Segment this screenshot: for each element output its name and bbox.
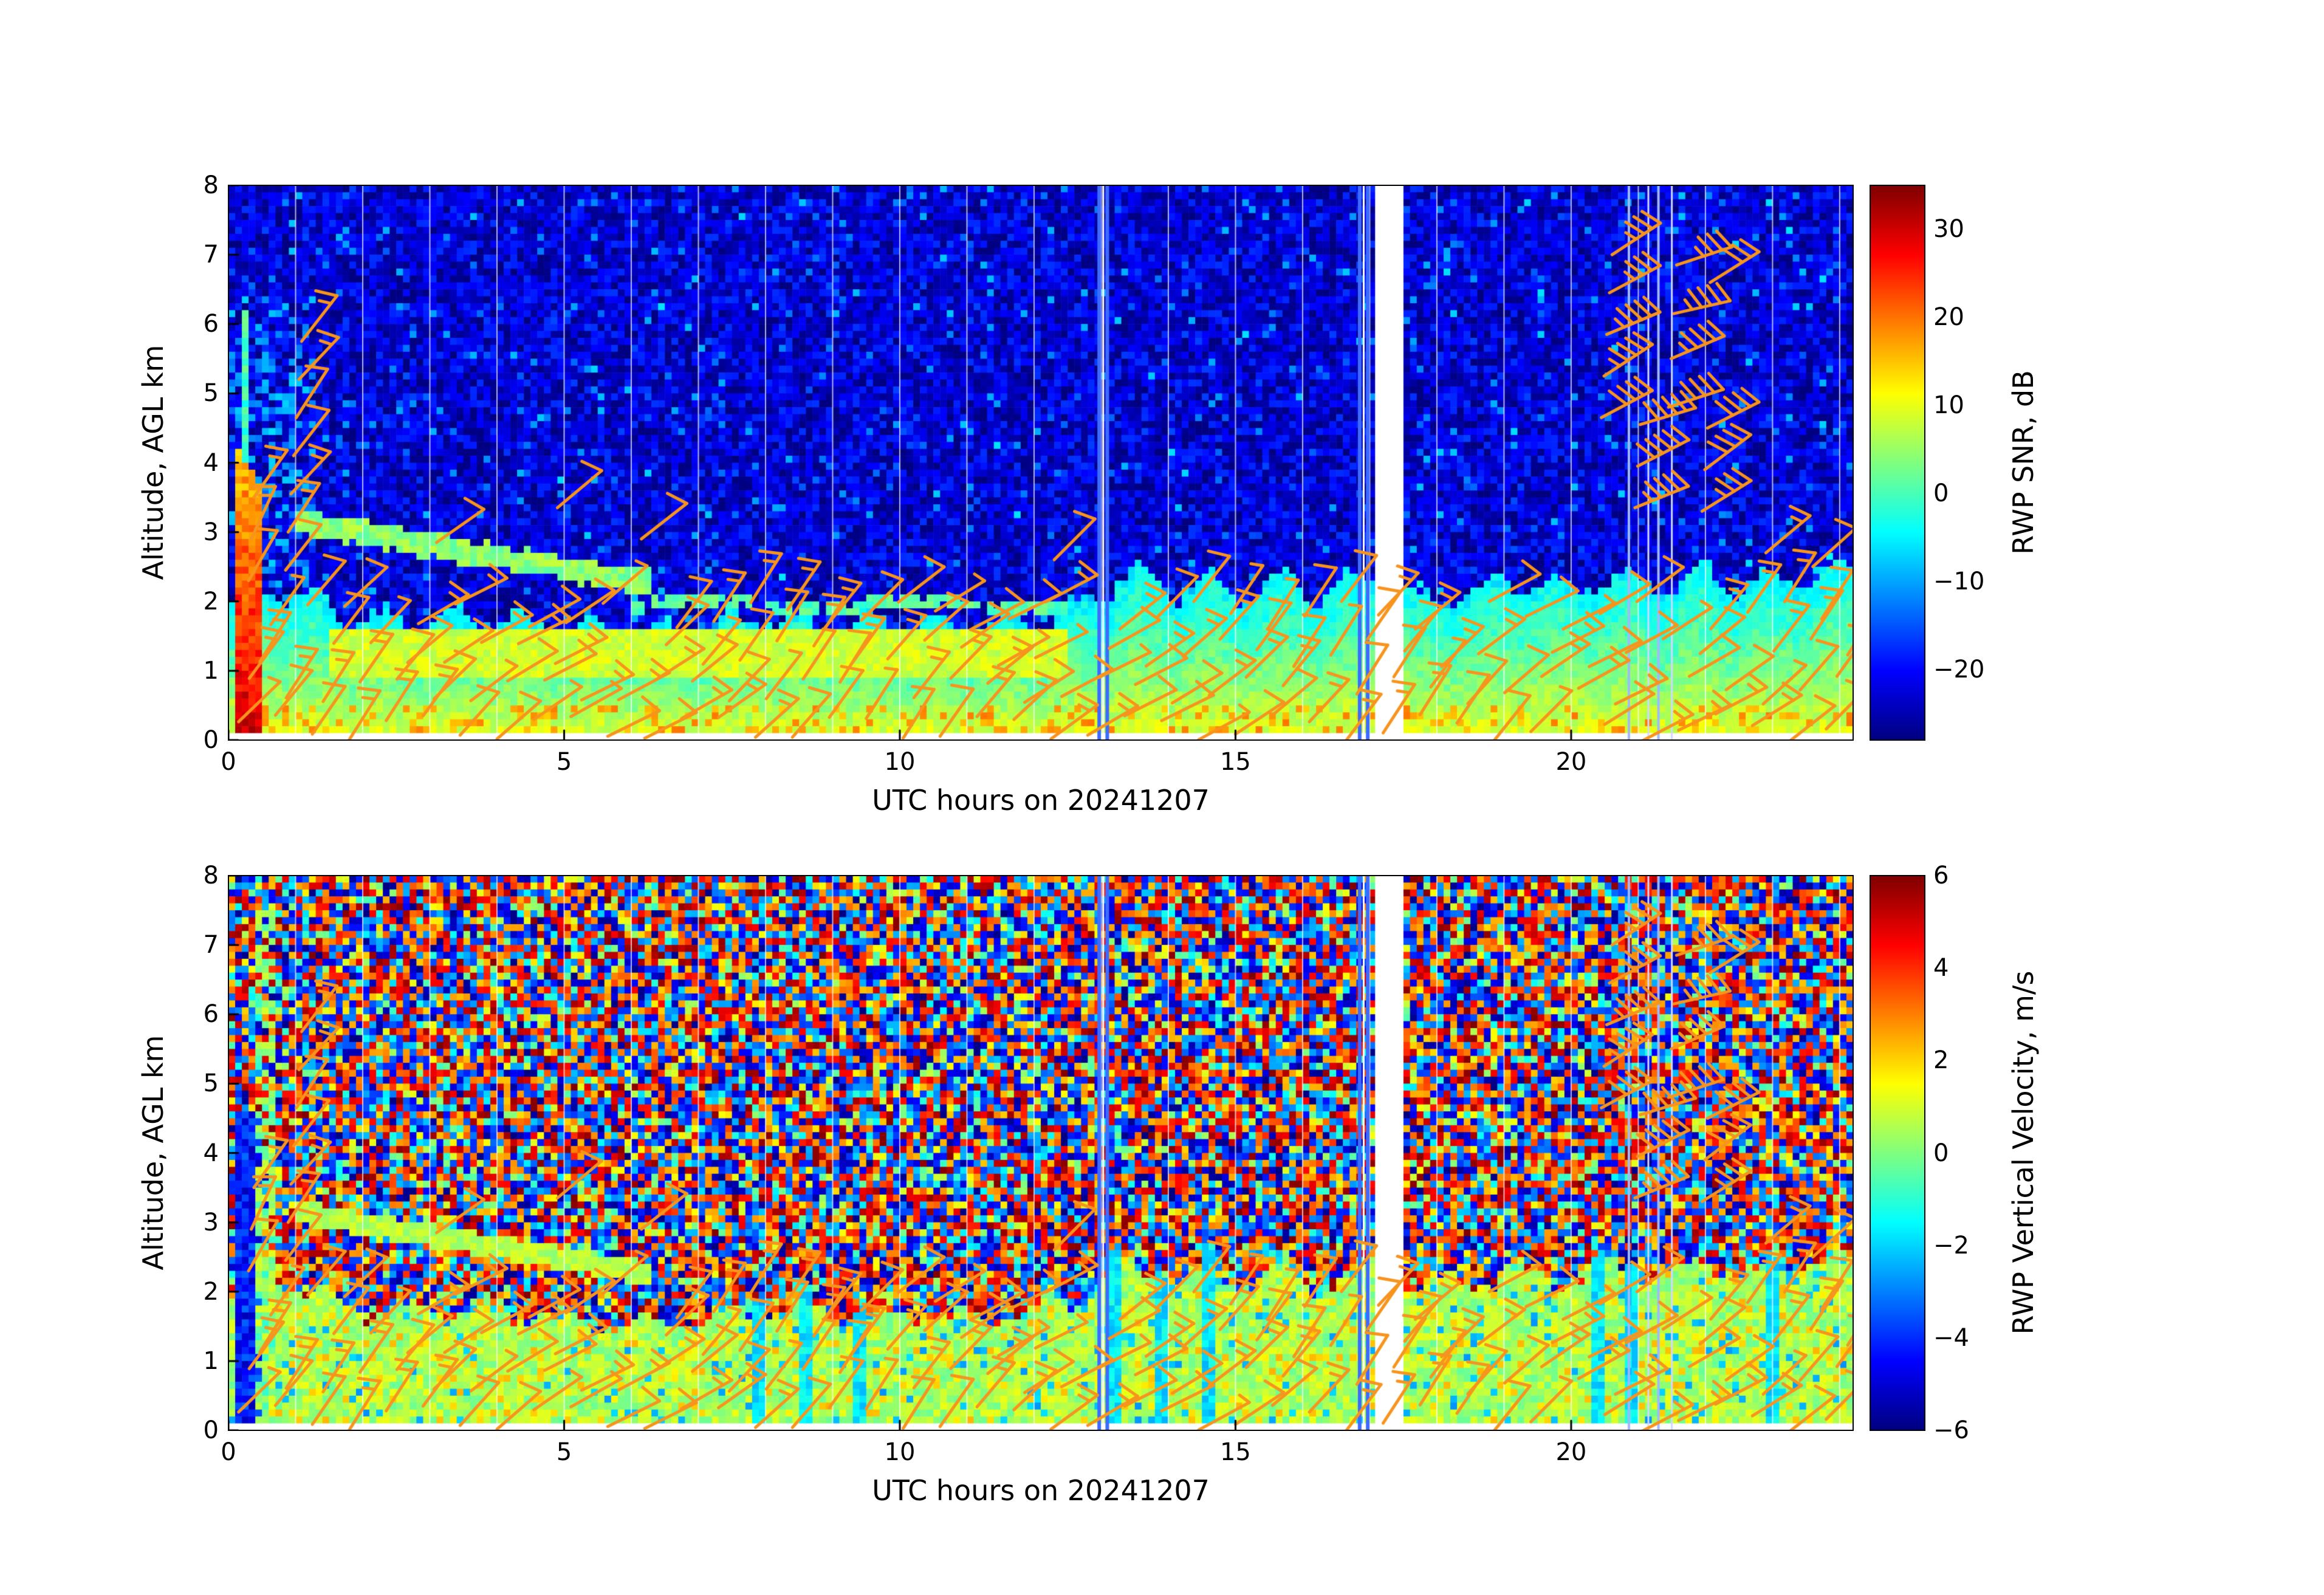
x-axis-label-velocity: UTC hours on 20241207 [872, 1474, 1210, 1507]
y-tick-label: 8 [203, 862, 219, 890]
y-tick-label: 7 [203, 931, 219, 959]
y-tick-label: 1 [203, 656, 219, 685]
colorbar-tick-label: 0 [1933, 1139, 1949, 1167]
y-tick-label: 0 [203, 1416, 219, 1444]
snr-colorbar [1870, 185, 1925, 741]
velocity-heatmap-canvas [228, 875, 1854, 1431]
colorbar-tick-label: 30 [1933, 215, 1964, 244]
colorbar-tick-label: −6 [1933, 1416, 1969, 1444]
y-axis-label-velocity: Altitude, AGL km [137, 1035, 170, 1271]
colorbar-tick-label: 4 [1933, 954, 1949, 983]
y-tick-label: 6 [203, 1000, 219, 1029]
snr-heatmap-canvas [228, 185, 1854, 741]
y-tick-label: 6 [203, 310, 219, 338]
y-tick-label: 5 [203, 1069, 219, 1098]
colorbar-tick-label: 0 [1933, 479, 1949, 508]
velocity-colorbar-label: RWP Vertical Velocity, m/s [2007, 970, 2040, 1335]
x-tick-label: 5 [556, 748, 572, 776]
y-tick-label: 2 [203, 1277, 219, 1306]
y-tick-label: 2 [203, 587, 219, 616]
y-tick-label: 0 [203, 726, 219, 754]
velocity-colorbar [1870, 875, 1925, 1431]
x-tick-label: 10 [884, 1438, 916, 1466]
y-tick-label: 3 [203, 518, 219, 546]
y-tick-label: 5 [203, 379, 219, 408]
y-tick-label: 4 [203, 448, 219, 477]
y-tick-label: 7 [203, 241, 219, 269]
colorbar-tick-label: 6 [1933, 862, 1949, 890]
x-tick-label: 5 [556, 1438, 572, 1466]
x-axis-label-snr: UTC hours on 20241207 [872, 784, 1210, 817]
x-tick-label: 20 [1555, 748, 1587, 776]
x-tick-label: 20 [1555, 1438, 1587, 1466]
snr-colorbar-label: RWP SNR, dB [2007, 370, 2040, 555]
x-tick-label: 15 [1219, 1438, 1251, 1466]
y-tick-label: 8 [203, 171, 219, 199]
x-tick-label: 0 [221, 1438, 236, 1466]
colorbar-tick-label: −4 [1933, 1323, 1969, 1352]
colorbar-tick-label: −2 [1933, 1231, 1969, 1260]
x-tick-label: 10 [884, 748, 916, 776]
colorbar-tick-label: −20 [1933, 656, 1985, 684]
y-tick-label: 1 [203, 1346, 219, 1375]
x-tick-label: 15 [1219, 748, 1251, 776]
colorbar-tick-label: −10 [1933, 568, 1985, 596]
colorbar-tick-label: 20 [1933, 303, 1964, 332]
y-axis-label-snr: Altitude, AGL km [137, 345, 170, 580]
colorbar-tick-label: 2 [1933, 1046, 1949, 1075]
x-tick-label: 0 [221, 748, 236, 776]
y-tick-label: 3 [203, 1208, 219, 1237]
colorbar-tick-label: 10 [1933, 391, 1964, 420]
y-tick-label: 4 [203, 1139, 219, 1167]
